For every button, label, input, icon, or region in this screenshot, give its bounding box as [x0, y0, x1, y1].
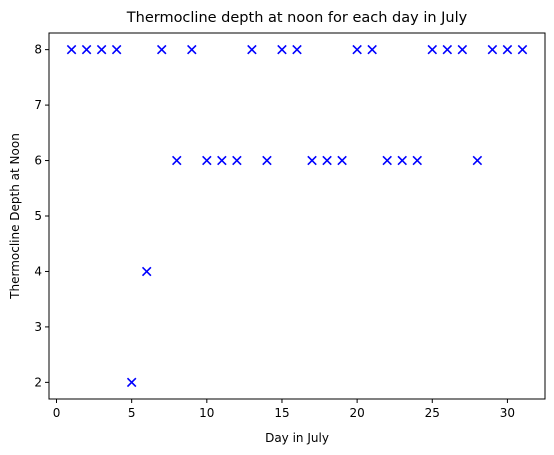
data-point-marker	[171, 155, 182, 166]
y-axis-label: Thermocline Depth at Noon	[8, 133, 22, 300]
x-tick-label: 25	[425, 406, 440, 420]
data-point-marker	[397, 155, 407, 166]
data-point-marker	[472, 155, 483, 166]
data-point-marker	[96, 44, 107, 55]
x-tick-label: 5	[128, 406, 136, 420]
data-point-marker	[141, 266, 152, 277]
plot-area	[66, 44, 528, 388]
data-point-marker	[277, 44, 287, 55]
y-tick-label: 3	[34, 320, 42, 334]
data-point-marker	[427, 44, 438, 55]
y-tick-label: 6	[34, 154, 42, 168]
data-point-marker	[412, 155, 423, 166]
y-axis: 2 3 4 5 6 7 8	[34, 43, 49, 389]
y-tick-label: 2	[34, 375, 42, 389]
y-tick-label: 7	[34, 98, 42, 112]
data-point-marker	[187, 44, 197, 55]
data-point-marker	[292, 44, 302, 55]
data-point-marker	[307, 155, 317, 166]
data-point-marker	[352, 44, 362, 55]
data-point-marker	[487, 44, 498, 55]
x-tick-label: 20	[349, 406, 364, 420]
y-tick-label: 5	[34, 209, 42, 223]
data-point-marker	[126, 377, 137, 388]
data-point-marker	[367, 44, 377, 55]
x-tick-label: 15	[274, 406, 289, 420]
data-point-marker	[517, 44, 528, 55]
data-point-marker	[156, 44, 167, 55]
data-point-marker	[457, 44, 468, 55]
data-point-marker	[232, 155, 242, 166]
data-point-marker	[322, 155, 332, 166]
y-tick-label: 4	[34, 264, 42, 278]
data-point-marker	[382, 155, 392, 166]
x-axis-label: Day in July	[265, 431, 329, 445]
plot-frame	[48, 32, 546, 400]
data-point-marker	[66, 44, 77, 55]
data-point-marker	[217, 155, 227, 166]
x-tick-label: 10	[199, 406, 214, 420]
y-tick-label: 8	[34, 43, 42, 57]
data-point-marker	[202, 155, 212, 166]
chart-title: Thermocline depth at noon for each day i…	[126, 10, 468, 26]
data-point-marker	[442, 44, 453, 55]
data-point-marker	[502, 44, 513, 55]
x-tick-label: 0	[53, 406, 61, 420]
data-point-marker	[247, 44, 257, 55]
x-tick-label: 30	[500, 406, 515, 420]
data-point-marker	[81, 44, 92, 55]
data-point-marker	[262, 155, 272, 166]
data-point-marker	[337, 155, 347, 166]
data-point-marker	[111, 44, 122, 55]
x-axis: 0 5 10 15 20 25 30	[53, 399, 515, 420]
